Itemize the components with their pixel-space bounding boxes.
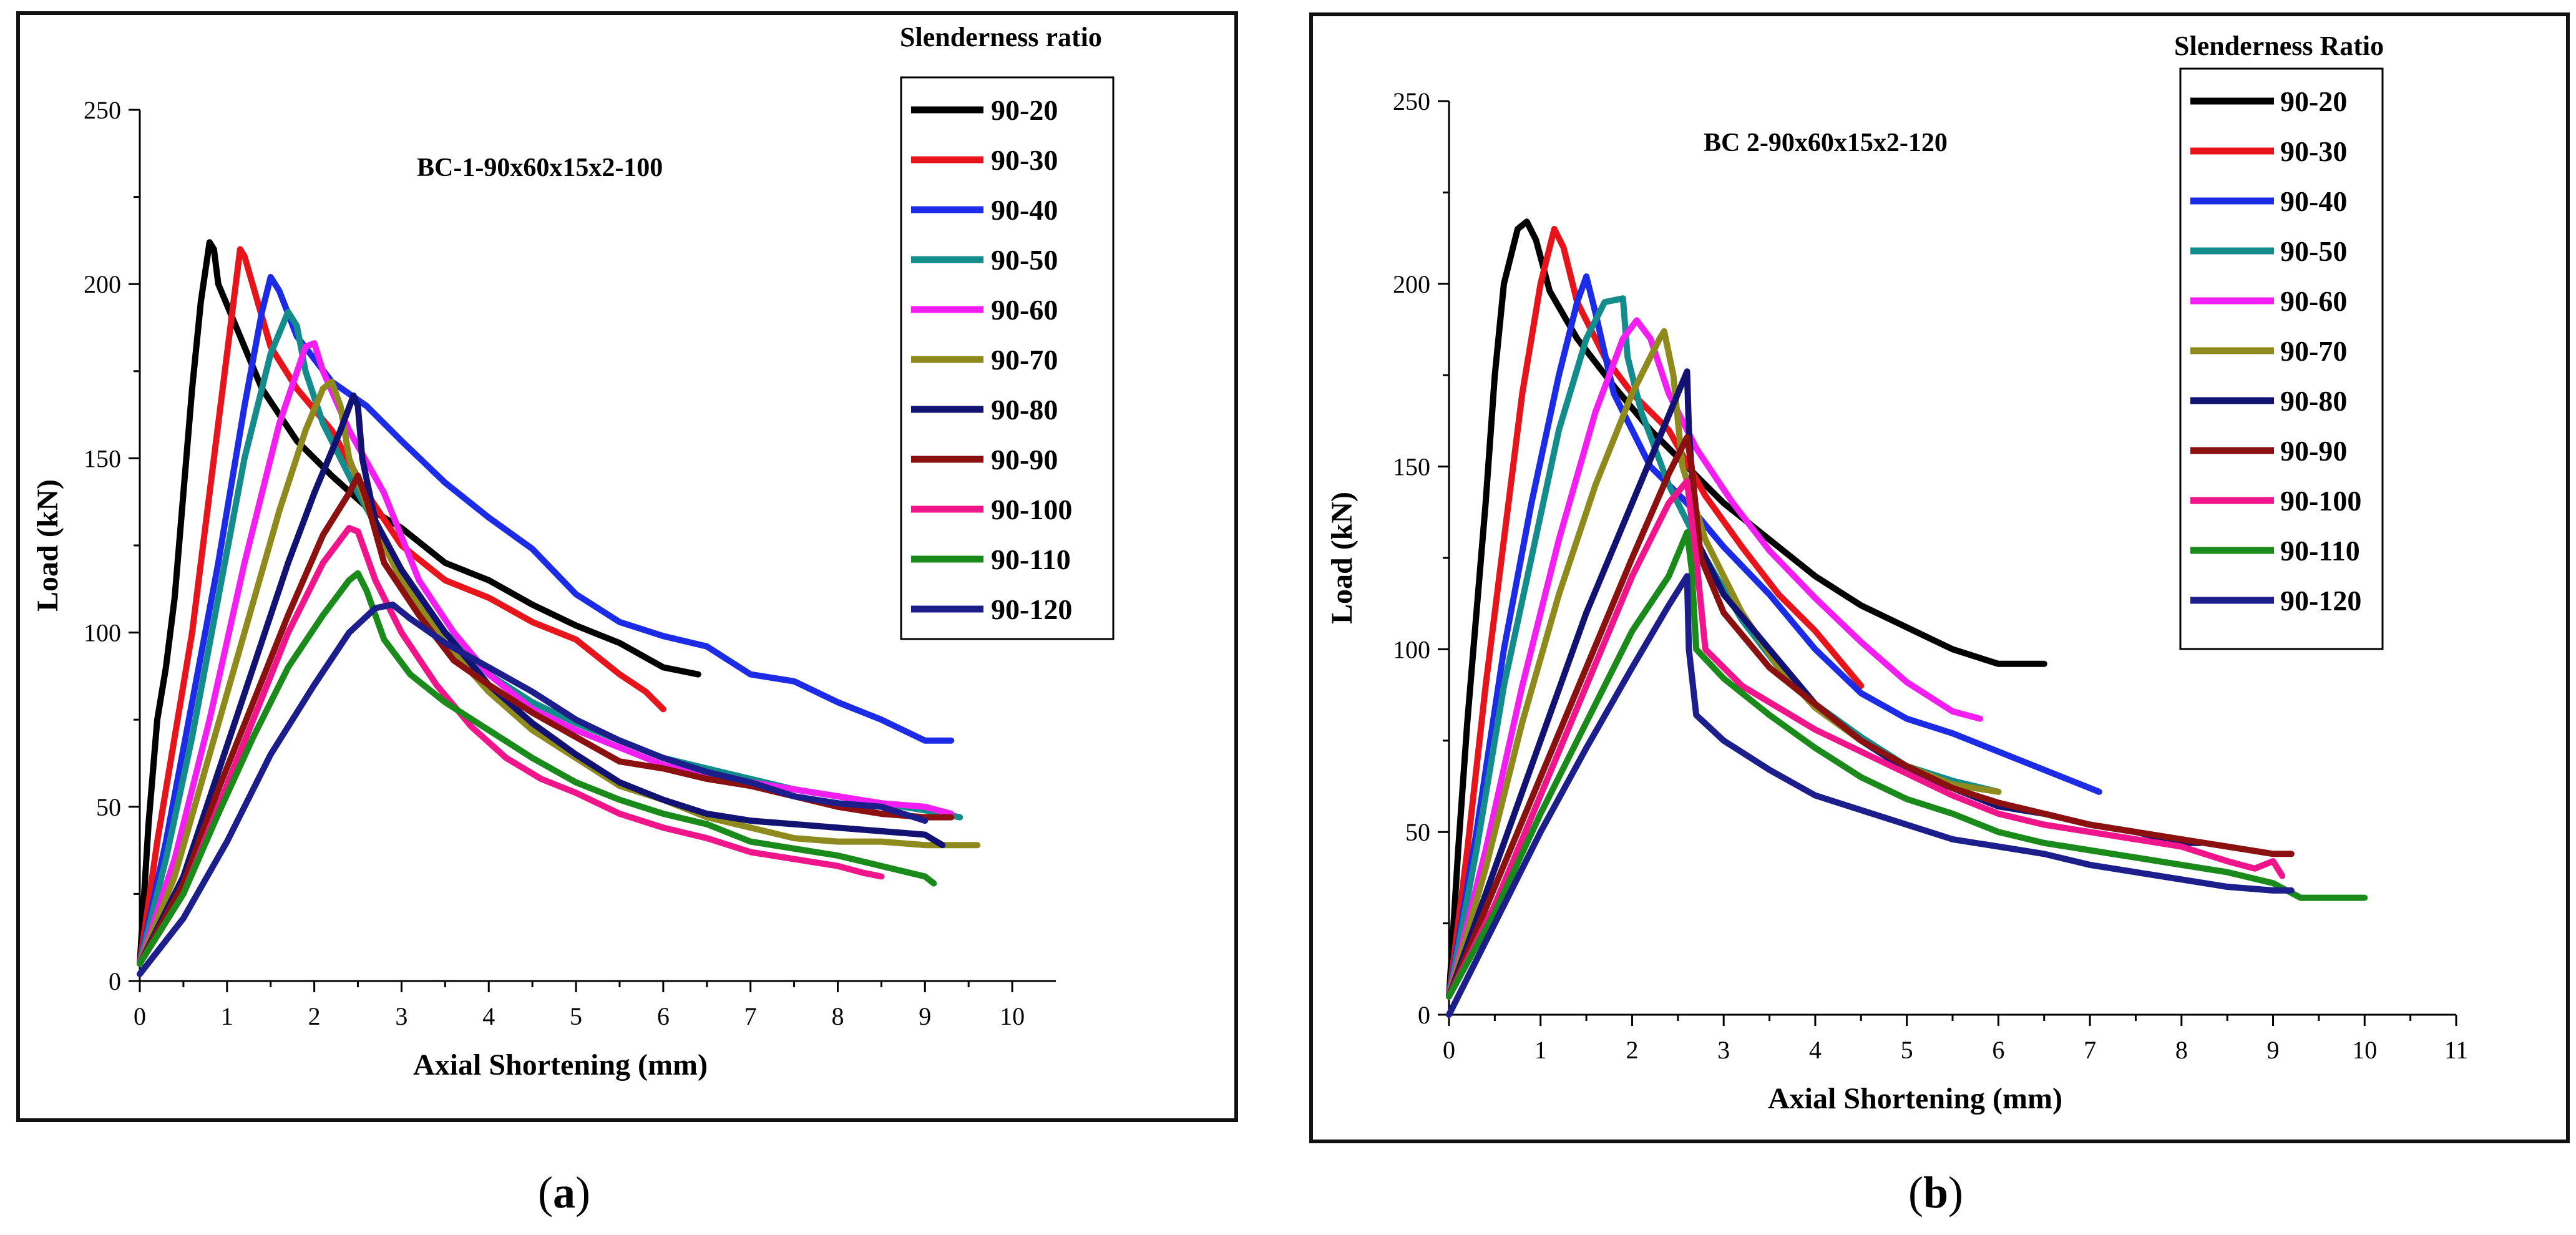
series-line-90-60 (137, 340, 955, 967)
x-tick-label: 10 (1000, 1002, 1025, 1030)
y-tick-label: 250 (1393, 87, 1430, 115)
chart-b-svg: 0 1 2 3 4 5 6 7 8 9 10 11 0 50 100 150 200 250 Axial Short… (1325, 31, 2469, 1115)
series-line-90-20 (1446, 218, 2047, 1000)
legend-label: 90-70 (991, 344, 1058, 376)
x-tick-label: 0 (1443, 1036, 1455, 1064)
legend-label: 90-120 (991, 593, 1072, 625)
x-tick-label: 10 (2352, 1036, 2377, 1064)
series-line-90-80 (137, 392, 946, 967)
y-tick-label: 200 (1393, 270, 1430, 298)
chart-panel-b: 0 1 2 3 4 5 6 7 8 9 10 11 0 50 100 150 200 250 Axial Short… (1309, 12, 2570, 1143)
legend-label: 90-80 (2280, 385, 2347, 417)
chart-title: BC-1-90x60x15x2-100 (417, 154, 663, 182)
legend-label: 90-100 (2280, 485, 2361, 517)
caption-b-letter: b (1923, 1168, 1949, 1218)
legend-title: Slenderness ratio (900, 22, 1102, 52)
series-line-90-120 (137, 601, 929, 977)
x-tick-label: 1 (1534, 1036, 1547, 1064)
legend-label: 90-50 (991, 244, 1058, 276)
x-axis-title: Axial Shortening (mm) (1768, 1082, 2062, 1115)
x-tick-label: 7 (2084, 1036, 2096, 1064)
series-line-90-20 (137, 239, 701, 967)
chart-title: BC 2-90x60x15x2-120 (1704, 129, 1948, 157)
legend-label: 90-90 (991, 444, 1058, 476)
x-tick-label: 2 (1626, 1036, 1638, 1064)
legend-label: 90-80 (991, 394, 1058, 426)
y-tick-label: 50 (1405, 818, 1430, 846)
legend-label: 90-50 (2280, 235, 2347, 267)
series-line-90-110 (137, 570, 937, 967)
x-tick-label: 5 (570, 1002, 582, 1030)
y-axis-title: Load (kN) (1325, 492, 1359, 624)
y-tick-label: 200 (84, 270, 121, 298)
chart-panel-a: 0 1 2 3 4 5 6 7 8 9 10 0 50 100 150 200 250 Axial Shorten… (16, 11, 1238, 1122)
y-tick-label: 0 (1418, 1001, 1430, 1029)
legend-title: Slenderness Ratio (2174, 31, 2384, 61)
y-tick-label: 0 (109, 967, 121, 995)
x-tick-label: 3 (1717, 1036, 1730, 1064)
series-line-90-80 (1446, 368, 2203, 1000)
legend-label: 90-20 (2280, 85, 2347, 117)
legend-label: 90-100 (991, 494, 1072, 525)
x-tick-label: 5 (1901, 1036, 1913, 1064)
legend-label: 90-40 (2280, 185, 2347, 217)
x-tick-label: 2 (308, 1002, 321, 1030)
series-line-90-40 (137, 274, 955, 967)
y-tick-label: 100 (84, 619, 121, 647)
legend-label: 90-30 (2280, 135, 2347, 167)
x-tick-label: 9 (919, 1002, 931, 1030)
legend-label: 90-60 (2280, 285, 2347, 317)
y-tick-label: 250 (84, 96, 121, 124)
caption-b-open: ( (1908, 1168, 1923, 1218)
x-tick-label: 9 (2267, 1036, 2280, 1064)
legend-label: 90-60 (991, 294, 1058, 326)
caption-b-close: ) (1948, 1168, 1964, 1218)
x-tick-label: 4 (1809, 1036, 1822, 1064)
series-line-90-90 (1446, 434, 2295, 1000)
legend-label: 90-40 (991, 194, 1058, 226)
x-tick-label: 1 (221, 1002, 233, 1030)
series-line-90-120 (1446, 573, 2295, 1018)
legend-label: 90-20 (991, 94, 1058, 126)
x-tick-label: 8 (831, 1002, 844, 1030)
y-tick-label: 50 (96, 793, 121, 821)
caption-a-letter: a (552, 1168, 575, 1218)
x-tick-label: 8 (2175, 1036, 2188, 1064)
series-line-90-30 (137, 246, 666, 967)
series-line-90-110 (1446, 529, 2368, 1000)
x-tick-label: 3 (395, 1002, 407, 1030)
x-axis-title: Axial Shortening (mm) (413, 1048, 708, 1081)
x-tick-label: 7 (744, 1002, 757, 1030)
legend-label: 90-70 (2280, 335, 2347, 367)
caption-a-close: ) (575, 1168, 590, 1218)
legend-label: 90-110 (2280, 535, 2360, 567)
legend-label: 90-110 (991, 544, 1071, 575)
legend-label: 90-90 (2280, 435, 2347, 467)
legend-label: 90-30 (991, 144, 1058, 176)
caption-a: (a) (538, 1167, 590, 1219)
x-tick-label: 11 (2444, 1036, 2469, 1064)
x-tick-label: 4 (482, 1002, 495, 1030)
series-line-90-100 (137, 525, 885, 967)
caption-a-open: ( (538, 1168, 553, 1218)
y-tick-label: 150 (84, 444, 121, 472)
series-line-90-60 (1446, 317, 1983, 1000)
x-tick-label: 6 (1992, 1036, 2004, 1064)
caption-b: (b) (1908, 1167, 1963, 1219)
x-tick-label: 0 (134, 1002, 146, 1030)
y-tick-label: 150 (1393, 453, 1430, 481)
x-tick-label: 6 (657, 1002, 670, 1030)
y-axis-title: Load (kN) (31, 479, 64, 612)
series-line-90-100 (1446, 478, 2286, 1000)
y-tick-label: 100 (1393, 635, 1430, 663)
legend-label: 90-120 (2280, 585, 2361, 617)
